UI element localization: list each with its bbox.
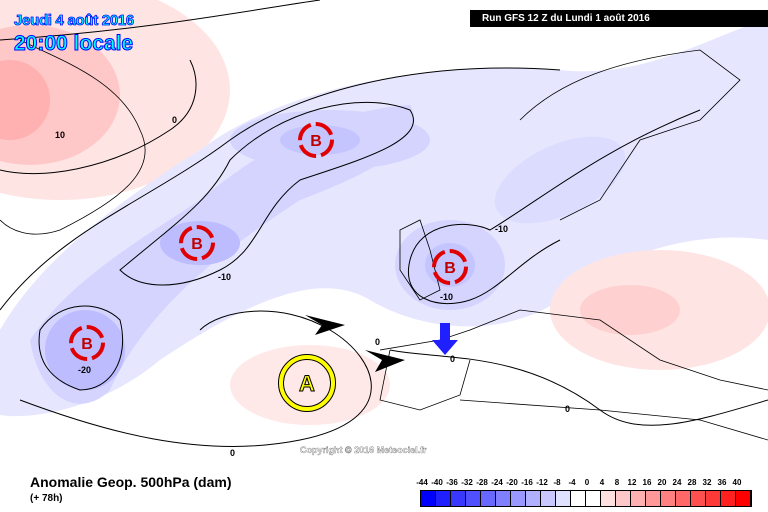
forecast-hour: (+ 78h) xyxy=(30,493,63,504)
legend-label: -24 xyxy=(491,478,503,487)
legend-swatch xyxy=(436,491,451,506)
legend-swatch xyxy=(646,491,661,506)
svg-text:A: A xyxy=(299,371,315,396)
wind-arrow-icon xyxy=(365,350,405,372)
legend-swatch xyxy=(691,491,706,506)
copyright: Copyright © 2016 Meteociel.fr xyxy=(300,445,427,455)
legend-swatch xyxy=(721,491,736,506)
contour-label: -10 xyxy=(440,292,453,302)
legend-swatch xyxy=(481,491,496,506)
legend-label: 0 xyxy=(584,478,590,487)
legend-swatch xyxy=(496,491,511,506)
legend-swatch xyxy=(736,491,751,506)
wind-arrow-icon xyxy=(305,315,345,335)
legend-label: 12 xyxy=(627,478,637,487)
low-pressure-symbol: B xyxy=(298,122,334,158)
contour-label: 0 xyxy=(565,404,570,414)
legend-swatch xyxy=(451,491,466,506)
contour-label: 10 xyxy=(55,130,65,140)
low-label: B xyxy=(191,236,203,253)
legend-label: -4 xyxy=(568,478,576,487)
legend-swatch xyxy=(466,491,481,506)
contour-label: -10 xyxy=(495,224,508,234)
forecast-time: 20:00 locale xyxy=(13,32,134,56)
run-info: Run GFS 12 Z du Lundi 1 août 2016 xyxy=(470,10,768,27)
legend-label: -8 xyxy=(553,478,561,487)
low-pressure-symbol: B xyxy=(432,249,468,285)
legend-swatch xyxy=(541,491,556,506)
low-label: B xyxy=(444,260,456,277)
legend-label: 20 xyxy=(657,478,667,487)
legend-swatch xyxy=(586,491,601,506)
forecast-date: Jeudi 4 août 2016 xyxy=(14,12,135,30)
anomaly-map: 0 10 -10 -10 -10 -20 0 0 0 0 B B B B A xyxy=(0,0,768,458)
low-pressure-symbol: B xyxy=(69,325,105,361)
legend-label: -44 xyxy=(416,478,428,487)
contour-label: 0 xyxy=(450,354,455,364)
legend-swatch xyxy=(421,491,436,506)
contour-label: -20 xyxy=(78,365,91,375)
contour-label: 0 xyxy=(230,448,235,458)
legend-swatch xyxy=(556,491,571,506)
down-arrow-icon xyxy=(432,323,458,355)
legend-swatch xyxy=(511,491,526,506)
legend-label: 36 xyxy=(717,478,727,487)
legend-label: 28 xyxy=(687,478,697,487)
legend-label: 40 xyxy=(732,478,742,487)
legend-swatch xyxy=(661,491,676,506)
map-title: Anomalie Geop. 500hPa (dam) xyxy=(30,474,232,490)
legend-swatch xyxy=(616,491,631,506)
legend-swatch xyxy=(676,491,691,506)
legend-label: -32 xyxy=(461,478,473,487)
low-label: B xyxy=(310,133,322,150)
legend-label: -28 xyxy=(476,478,488,487)
contour-label: 0 xyxy=(172,115,177,125)
legend-label: 8 xyxy=(614,478,620,487)
legend-swatch xyxy=(631,491,646,506)
legend-label: 16 xyxy=(642,478,652,487)
legend-label: 24 xyxy=(672,478,682,487)
legend-label: 4 xyxy=(599,478,605,487)
legend-label: -16 xyxy=(521,478,533,487)
legend-label: -20 xyxy=(506,478,518,487)
legend-swatch xyxy=(601,491,616,506)
color-legend xyxy=(420,490,752,507)
contour-label: -10 xyxy=(218,272,231,282)
low-pressure-symbol: B xyxy=(179,225,215,261)
legend-swatch xyxy=(706,491,721,506)
legend-swatch xyxy=(571,491,586,506)
legend-label: -12 xyxy=(536,478,548,487)
low-label: B xyxy=(81,336,93,353)
contour-label: 0 xyxy=(375,337,380,347)
legend-label: -36 xyxy=(446,478,458,487)
legend-label: 32 xyxy=(702,478,712,487)
legend-swatch xyxy=(526,491,541,506)
high-pressure-symbol: A xyxy=(278,354,336,412)
legend-label: -40 xyxy=(431,478,443,487)
